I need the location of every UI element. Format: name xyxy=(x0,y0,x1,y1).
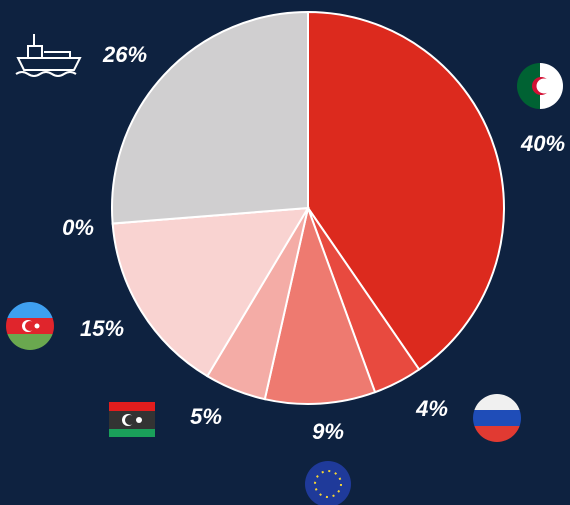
value-label: 15% xyxy=(80,316,124,341)
value-label: 4% xyxy=(415,396,448,421)
azerbaijan-flag xyxy=(6,302,54,350)
value-label: 26% xyxy=(102,42,147,67)
pie-slice xyxy=(307,10,505,371)
pie-slice xyxy=(111,10,309,225)
algeria-flag xyxy=(517,63,563,109)
value-label: 9% xyxy=(312,419,344,444)
labels: 40% 4% 9% 5% 15% 0% 26% xyxy=(62,42,565,444)
libya-flag xyxy=(109,402,155,437)
pie xyxy=(111,10,505,405)
value-label: 0% xyxy=(62,215,94,240)
value-label: 5% xyxy=(190,404,222,429)
pie-slice xyxy=(263,204,377,405)
pie-slice xyxy=(111,206,310,378)
russia-flag xyxy=(473,394,521,442)
eu-flag xyxy=(305,461,351,505)
ship-icon xyxy=(15,34,82,77)
value-label: 40% xyxy=(520,131,565,156)
